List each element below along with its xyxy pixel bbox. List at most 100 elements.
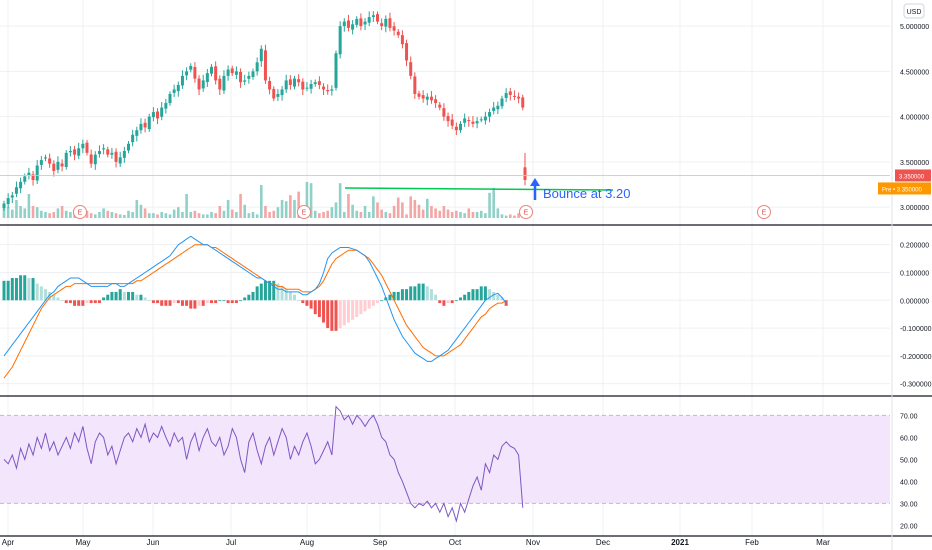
candle-body[interactable] (106, 149, 110, 155)
candle-body[interactable] (73, 149, 77, 155)
candle-body[interactable] (276, 93, 280, 97)
candle-body[interactable] (297, 79, 301, 83)
candle-body[interactable] (118, 157, 122, 164)
candle-body[interactable] (164, 103, 168, 109)
candle-body[interactable] (355, 18, 359, 25)
candle-body[interactable] (222, 75, 226, 91)
candle-body[interactable] (160, 107, 164, 117)
candle-body[interactable] (48, 158, 52, 164)
candle-body[interactable] (6, 198, 10, 205)
candle-body[interactable] (226, 69, 230, 76)
time-axis[interactable]: Apr May Jun Jul Aug Sep Oct Nov Dec 2021 Feb Mar (2, 538, 830, 547)
candle-body[interactable] (139, 123, 143, 131)
candle-body[interactable] (400, 35, 404, 45)
candle-body[interactable] (512, 95, 516, 97)
candle-body[interactable] (351, 24, 355, 30)
candle-body[interactable] (459, 123, 462, 131)
candle-body[interactable] (463, 118, 467, 123)
candle-body[interactable] (334, 53, 338, 88)
candle-body[interactable] (346, 20, 350, 28)
candle-body[interactable] (185, 71, 189, 76)
candle-body[interactable] (471, 121, 475, 124)
candle-body[interactable] (429, 96, 433, 101)
candle-body[interactable] (475, 121, 479, 124)
candle-body[interactable] (500, 98, 504, 107)
support-line[interactable] (344, 187, 614, 191)
candle-body[interactable] (450, 119, 454, 126)
candle-body[interactable] (388, 18, 392, 28)
candle-body[interactable] (218, 78, 222, 90)
candle-body[interactable] (413, 76, 417, 94)
candle-body[interactable] (301, 81, 305, 90)
candle-body[interactable] (102, 148, 106, 150)
candle-body[interactable] (255, 62, 259, 72)
candle-body[interactable] (288, 79, 292, 85)
candle-body[interactable] (483, 116, 487, 121)
candle-body[interactable] (81, 143, 85, 149)
candle-body[interactable] (180, 75, 184, 86)
candle-body[interactable] (421, 95, 425, 99)
candle-body[interactable] (189, 65, 193, 70)
candle-body[interactable] (309, 84, 313, 89)
candle-body[interactable] (114, 151, 118, 162)
candle-body[interactable] (342, 21, 346, 27)
candle-body[interactable] (371, 15, 375, 18)
currency-badge[interactable] (903, 3, 925, 19)
candle-body[interactable] (326, 90, 330, 92)
rsi-line[interactable] (3, 405, 524, 523)
candle-body[interactable] (31, 174, 35, 180)
candle-body[interactable] (89, 154, 93, 164)
candle-body[interactable] (14, 187, 18, 194)
candle-body[interactable] (131, 134, 135, 143)
candle-body[interactable] (143, 122, 147, 128)
candle-body[interactable] (263, 50, 267, 81)
candle-body[interactable] (68, 151, 72, 153)
candle-body[interactable] (201, 80, 205, 89)
candle-body[interactable] (19, 181, 23, 189)
candle-body[interactable] (110, 152, 114, 155)
candle-body[interactable] (492, 107, 496, 112)
candle-body[interactable] (259, 48, 263, 62)
candle-body[interactable] (197, 78, 201, 90)
candle-body[interactable] (44, 157, 47, 159)
candle-body[interactable] (330, 89, 334, 91)
candle-body[interactable] (2, 203, 6, 209)
candle-body[interactable] (488, 112, 492, 117)
candle-body[interactable] (517, 96, 521, 99)
candle-body[interactable] (521, 97, 525, 108)
candle-body[interactable] (434, 99, 438, 104)
candle-body[interactable] (442, 108, 446, 117)
candle-body[interactable] (239, 71, 243, 83)
candle-body[interactable] (156, 111, 160, 119)
earnings-marker-icon[interactable] (297, 205, 311, 219)
candle-body[interactable] (280, 89, 284, 96)
candle-body[interactable] (313, 82, 317, 85)
candle-body[interactable] (205, 73, 209, 83)
candle-body[interactable] (293, 78, 296, 87)
candle-body[interactable] (268, 80, 272, 90)
candle-body[interactable] (479, 119, 483, 121)
candle-body[interactable] (52, 163, 56, 171)
candle-body[interactable] (176, 84, 180, 92)
candle-body[interactable] (127, 143, 130, 151)
candle-body[interactable] (27, 172, 31, 176)
candle-body[interactable] (338, 26, 342, 55)
candle-body[interactable] (234, 71, 238, 75)
candle-body[interactable] (405, 43, 409, 61)
candle-body[interactable] (193, 67, 197, 79)
candle-body[interactable] (151, 112, 155, 118)
candle-body[interactable] (467, 120, 471, 122)
candle-body[interactable] (396, 31, 400, 36)
candle-body[interactable] (317, 81, 321, 85)
candle-body[interactable] (135, 130, 139, 136)
candle-body[interactable] (454, 126, 458, 131)
candle-body[interactable] (305, 87, 309, 89)
candle-body[interactable] (122, 151, 126, 158)
candle-body[interactable] (504, 93, 508, 98)
candle-body[interactable] (446, 116, 450, 122)
candle-body[interactable] (147, 116, 151, 130)
candle-body[interactable] (376, 14, 379, 22)
candle-body[interactable] (77, 148, 81, 156)
candle-body[interactable] (367, 17, 371, 23)
candle-body[interactable] (210, 66, 213, 74)
